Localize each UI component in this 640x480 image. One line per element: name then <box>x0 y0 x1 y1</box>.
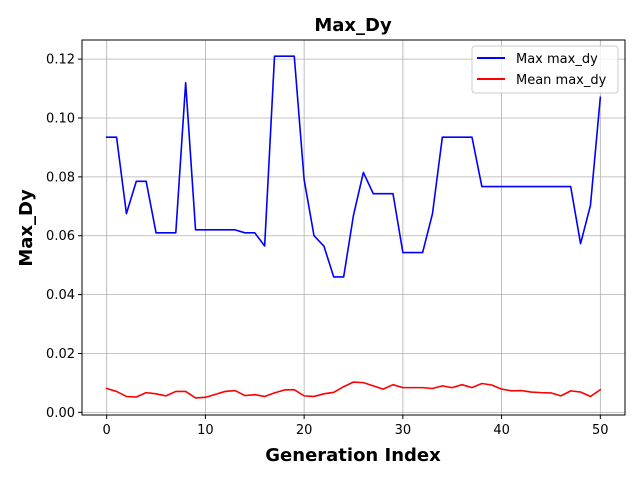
x-axis-label: Generation Index <box>265 445 441 466</box>
x-tick-label: 0 <box>103 423 111 438</box>
y-tick-label: 0.08 <box>46 170 75 185</box>
legend-label-max: Max max_dy <box>516 52 598 67</box>
grid-layer <box>82 40 625 415</box>
y-tick-label: 0.06 <box>46 229 75 244</box>
plot-frame <box>81 39 626 416</box>
chart-title: Max_Dy <box>314 15 392 36</box>
x-tick-label: 30 <box>395 423 412 438</box>
tick-layer: 0 10 20 30 40 50 0.00 0.02 0.04 0.06 0.08 0.10 0.12 <box>46 53 609 438</box>
series-line-mean-max-dy <box>105 381 602 399</box>
legend: Max max_dy Mean max_dy <box>471 45 619 94</box>
series-line-max-max-dy <box>105 55 602 278</box>
x-tick-label: 10 <box>197 423 214 438</box>
y-tick-label: 0.02 <box>46 347 75 362</box>
y-tick-label: 0.12 <box>46 53 75 68</box>
y-tick-label: 0.10 <box>46 112 75 127</box>
legend-box <box>471 45 619 94</box>
x-tick-label: 20 <box>296 423 313 438</box>
y-axis-label: Max_Dy <box>16 189 37 267</box>
series-layer <box>105 55 602 399</box>
y-tick-label: 0.00 <box>46 406 75 421</box>
y-tick-label: 0.04 <box>46 288 75 303</box>
legend-label-mean: Mean max_dy <box>516 73 607 88</box>
x-tick-label: 40 <box>493 423 510 438</box>
x-tick-label: 50 <box>592 423 609 438</box>
